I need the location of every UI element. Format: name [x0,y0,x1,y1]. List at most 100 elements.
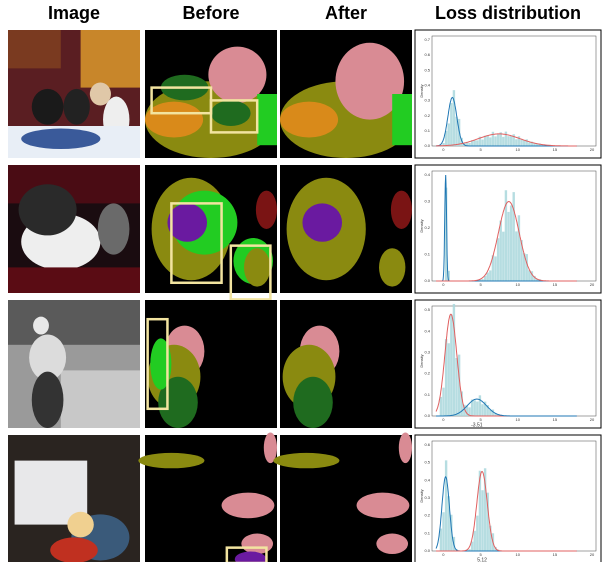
x-tick-label: 20 [590,282,595,287]
x-tick-label: 10 [515,282,520,287]
histogram-bar [489,270,491,281]
region [8,30,61,68]
histogram-bar [448,343,450,416]
histogram-bar [528,143,530,146]
histogram-bar [502,232,504,281]
region [33,317,49,335]
region [8,300,140,345]
y-tick-label: 0.3 [424,349,430,354]
histogram-bar [442,388,444,416]
y-axis-label: Density [419,489,424,502]
y-tick-label: 0.4 [424,477,430,482]
y-tick-label: 0.1 [424,530,430,535]
x-tick-label: 15 [553,417,558,422]
y-axis-label: Density [419,84,424,97]
histogram-bar [513,192,515,281]
histogram-bar [476,516,478,551]
histogram-bar [502,137,504,146]
y-tick-label: 0.0 [424,143,430,148]
x-tick-label: 15 [553,147,558,152]
histogram-bar [510,136,512,146]
histogram-bar [484,136,486,146]
annotation: 5.12 [477,557,487,562]
y-tick-label: 0.6 [424,52,430,57]
y-tick-label: 0.0 [424,413,430,418]
x-tick-label: 10 [515,417,520,422]
histogram-bar [481,140,483,146]
histogram-bar [507,136,509,146]
histogram-bar [476,140,478,146]
y-tick-label: 0.2 [424,371,430,376]
histogram-bar [445,460,447,551]
region [50,537,98,562]
region [379,248,405,286]
region [67,512,93,538]
histogram-bar [515,139,517,146]
y-tick-label: 0.1 [424,252,430,257]
y-tick-label: 0.1 [424,392,430,397]
histogram-bar [520,139,522,146]
region [273,453,339,468]
histogram-bar [487,135,489,146]
region [211,100,251,126]
y-tick-label: 0.5 [424,67,430,72]
column-header: After [325,3,367,23]
x-tick-label: 20 [590,417,595,422]
x-tick-label: 20 [590,552,595,557]
histogram-bar [510,206,512,281]
histogram-bar [494,256,496,281]
y-tick-label: 0.7 [424,37,430,42]
histogram-bar [515,231,517,281]
region [256,191,277,229]
x-tick-label: 10 [515,147,520,152]
y-tick-label: 0.1 [424,128,430,133]
histogram-bar [448,123,450,146]
region [391,191,412,229]
region [302,203,342,241]
y-axis-label: Density [419,354,424,367]
y-tick-label: 0.0 [424,278,430,283]
region [138,453,204,468]
histogram-bar [500,221,502,281]
region [32,372,64,428]
region [280,102,338,138]
region [357,493,410,519]
histogram-bar [505,132,507,146]
region [399,432,412,463]
y-axis-label: Density [419,219,424,232]
figure: Image Before After Loss distribution Den… [0,0,603,562]
region [376,534,408,554]
histogram-bar [487,273,489,281]
y-tick-label: 0.4 [424,328,430,333]
histogram-bar [518,215,520,281]
histogram-bar [481,490,483,551]
y-tick-label: 0.3 [424,98,430,103]
y-tick-label: 0.4 [424,82,430,87]
histogram-bar [474,400,476,416]
region [63,89,89,125]
region [19,184,77,235]
histogram-bar [494,136,496,146]
histogram-bar [440,397,442,416]
x-tick-label: 15 [553,282,558,287]
histogram-bar [474,140,476,146]
region [257,94,277,145]
histogram-bar [497,238,499,281]
region [244,248,270,286]
region [8,267,140,293]
x-tick-label: 15 [553,552,558,557]
histogram-bar [479,395,481,416]
histogram-bar [455,358,457,416]
y-tick-label: 0.3 [424,495,430,500]
histogram-bar [476,402,478,416]
region [61,370,140,428]
y-tick-label: 0.0 [424,548,430,553]
y-tick-label: 0.5 [424,460,430,465]
region [167,203,207,241]
region [145,102,203,138]
histogram-bar [526,254,528,281]
y-tick-label: 0.3 [424,199,430,204]
column-header: Before [182,3,239,23]
histogram-bar [442,512,444,551]
region [32,89,64,125]
